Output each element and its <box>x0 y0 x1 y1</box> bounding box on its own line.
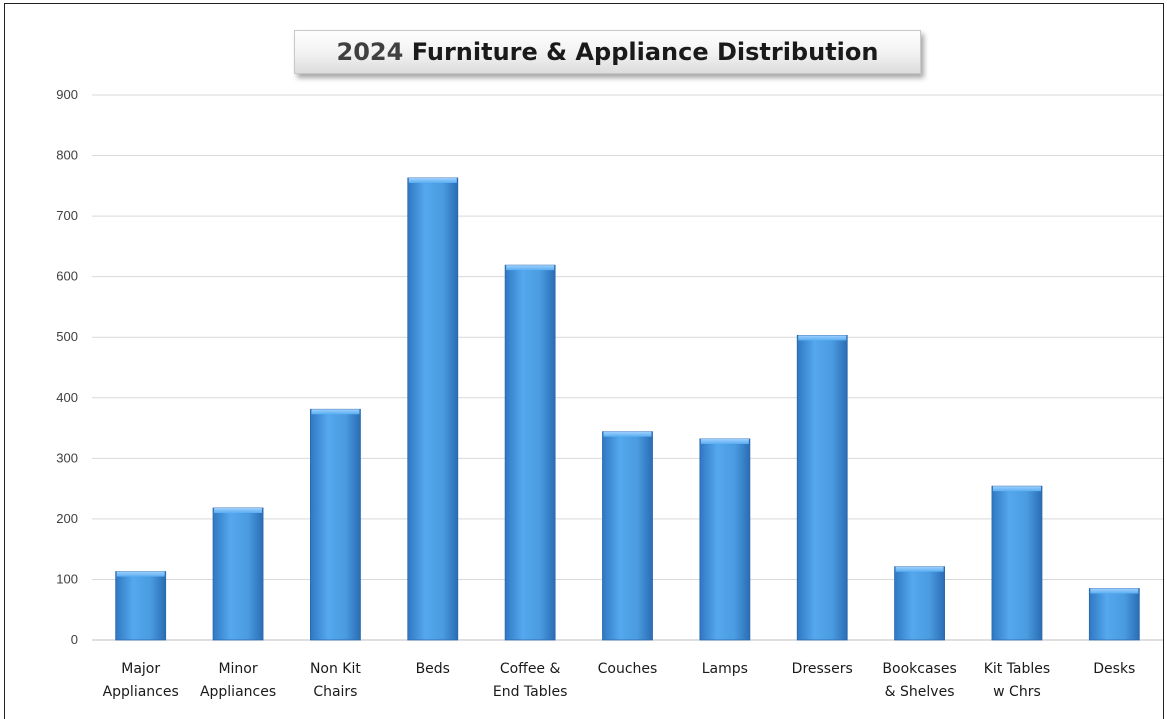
bar-body <box>894 566 945 641</box>
y-tick-label: 100 <box>56 571 78 586</box>
y-tick-label: 700 <box>56 208 78 223</box>
x-category-label: Dressers <box>792 661 853 677</box>
bar-top-bevel <box>798 335 847 341</box>
bar-body <box>699 438 751 641</box>
chart-title: 2024 Furniture & Appliance Distribution <box>294 30 921 74</box>
bar <box>796 335 848 641</box>
chart-title-text: Furniture & Appliance Distribution <box>411 38 879 66</box>
x-category-label: Desks <box>1093 661 1135 677</box>
bar-top-bevel <box>311 409 360 415</box>
bar-body <box>1088 588 1140 641</box>
bar-body <box>796 335 848 641</box>
y-tick-label: 300 <box>56 450 78 465</box>
bar-top-bevel <box>214 507 263 513</box>
x-category-label: Couches <box>598 661 658 677</box>
bar-top-bevel <box>895 566 944 572</box>
bar-body <box>115 571 167 641</box>
x-category-label: Lamps <box>702 661 748 677</box>
y-tick-label: 200 <box>56 511 78 526</box>
x-category-label: Coffee & End Tables <box>493 661 568 700</box>
bar <box>407 177 459 641</box>
bar-body <box>991 485 1043 641</box>
bar-body <box>602 431 653 641</box>
bar <box>504 264 556 641</box>
bar <box>115 571 167 641</box>
bar <box>991 485 1043 641</box>
bar-top-bevel <box>700 438 749 444</box>
y-tick-label: 500 <box>56 329 78 344</box>
y-tick-label: 600 <box>56 269 78 284</box>
bar <box>212 507 264 641</box>
x-category-label: Bookcases & Shelves <box>882 661 956 700</box>
x-category-label: Kit Tables w Chrs <box>984 661 1051 700</box>
bar-body <box>212 507 264 641</box>
bar-body <box>407 177 459 641</box>
y-tick-label: 0 <box>71 632 78 647</box>
bar-body <box>504 264 556 641</box>
bar-body <box>310 408 361 641</box>
y-tick-label: 900 <box>56 87 78 102</box>
bar-top-bevel <box>408 177 457 183</box>
x-category-label: Minor Appliances <box>200 661 276 700</box>
bar <box>699 438 751 641</box>
x-axis-labels: Major Appliances Minor Appliances Non Kit Cha… <box>103 661 1136 700</box>
x-category-label: Beds <box>416 661 450 677</box>
y-tick-label: 800 <box>56 148 78 163</box>
bar-top-bevel <box>992 486 1041 492</box>
x-category-label: Major Appliances <box>103 661 179 700</box>
chart-title-year: 2024 <box>336 38 404 66</box>
bar <box>894 566 945 641</box>
bar-top-bevel <box>603 431 652 437</box>
x-category-label: Non Kit Chairs <box>310 661 361 700</box>
bar <box>1088 588 1140 641</box>
bars <box>115 177 1140 641</box>
y-tick-label: 400 <box>56 390 78 405</box>
chart-frame <box>4 3 1164 719</box>
bar-top-bevel <box>1090 588 1139 594</box>
bar-top-bevel <box>506 265 555 271</box>
bar-top-bevel <box>116 571 165 577</box>
bar <box>602 431 653 641</box>
y-axis-ticks: 0 100 200 300 400 500 600 700 800 900 <box>56 87 78 647</box>
bar <box>310 408 361 641</box>
